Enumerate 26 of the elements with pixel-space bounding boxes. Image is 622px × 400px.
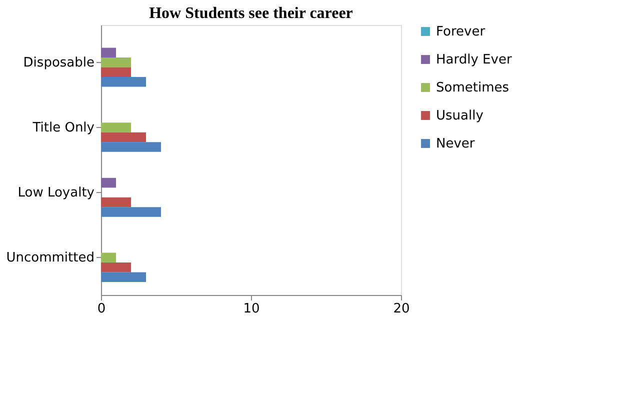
y-tick-label: Disposable [23, 55, 94, 70]
bar [101, 262, 131, 272]
bar [101, 48, 116, 58]
bar [101, 207, 161, 217]
bar [101, 142, 161, 152]
bar [101, 132, 146, 142]
bar [101, 197, 131, 208]
x-tick-label: 0 [97, 302, 106, 316]
y-tick-label: Uncommitted [6, 250, 94, 266]
bar [101, 122, 131, 132]
x-tick-label: 10 [243, 302, 260, 316]
y-tick-label: Low Loyalty [18, 186, 95, 201]
legend-label: Sometimes [436, 80, 510, 96]
legend-label: Hardly Ever [436, 52, 512, 68]
bar [101, 77, 146, 87]
bar [101, 178, 116, 188]
legend-label: Forever [436, 24, 486, 40]
chart-title: How Students see their career [149, 5, 353, 22]
y-tick-label: Title Only [32, 120, 95, 136]
bar [101, 252, 116, 262]
legend-label: Never [436, 136, 476, 152]
bar [101, 67, 131, 78]
bar [101, 272, 146, 282]
x-tick-label: 20 [393, 302, 410, 316]
legend-label: Usually [436, 108, 484, 124]
bar [101, 58, 131, 68]
